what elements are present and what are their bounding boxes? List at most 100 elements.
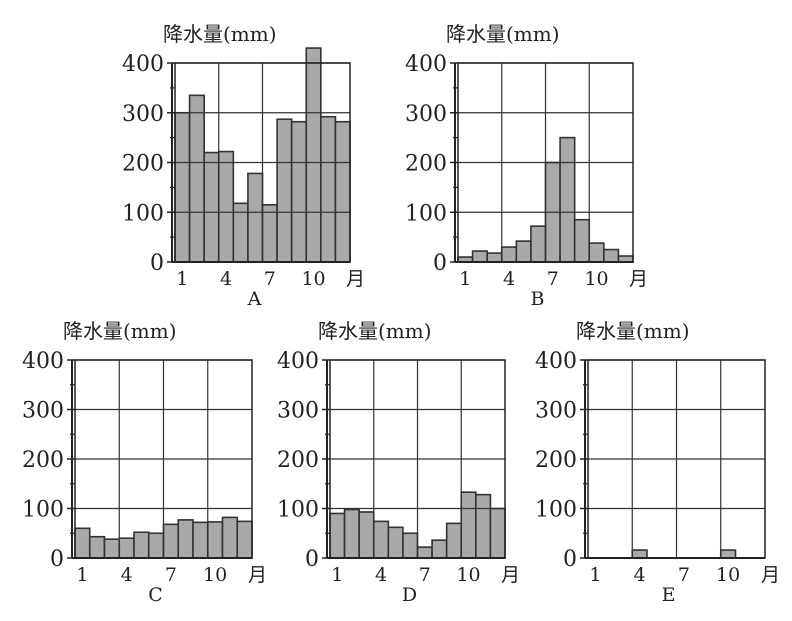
chart-E: 0 100 200 300 400 1 4 7 10 月 降水量(mm) E (535, 319, 780, 606)
bar-month-9 (573, 218, 591, 263)
x-tick-label: 1 (76, 564, 88, 586)
panel-label: C (148, 584, 163, 606)
bar-month-2 (88, 535, 106, 559)
x-unit-label: 月 (501, 564, 520, 586)
bar-month-3 (358, 511, 375, 559)
y-tick-label: 0 (305, 547, 319, 572)
x-unit-label: 月 (629, 268, 648, 290)
y-tick-label: 200 (22, 448, 64, 473)
y-tick-label: 100 (277, 498, 319, 523)
y-tick-label: 200 (535, 448, 577, 473)
bar-month-12 (236, 520, 253, 559)
bar-month-2 (188, 94, 205, 263)
chart-C: 0 100 200 300 400 1 4 7 10 月 降水量(mm) C (22, 319, 267, 606)
x-tick-label: 10 (716, 564, 740, 586)
bar-month-7 (261, 203, 278, 263)
bar-month-6 (402, 532, 419, 559)
y-tick-label: 200 (122, 152, 164, 177)
chart-title: 降水量(mm) (318, 319, 432, 343)
x-unit-label: 月 (761, 564, 780, 586)
y-tick-label: 0 (150, 251, 164, 276)
bar-month-8 (559, 136, 576, 263)
x-tick-label: 10 (203, 564, 227, 586)
y-tick-label: 100 (122, 201, 164, 226)
bar-month-1 (174, 111, 191, 263)
y-tick-label: 400 (277, 349, 319, 374)
bar-month-6 (530, 225, 547, 263)
y-tick-label: 0 (50, 547, 64, 572)
x-tick-label: 4 (121, 564, 133, 586)
x-tick-label: 4 (503, 268, 515, 290)
bar-month-12 (334, 120, 351, 263)
x-tick-label: 7 (678, 564, 690, 586)
y-tick-label: 400 (535, 349, 577, 374)
y-tick-label: 200 (405, 152, 447, 177)
chart-D: 0 100 200 300 400 1 4 7 10 月 降水量(mm) D (277, 319, 520, 606)
x-tick-label: 4 (634, 564, 646, 586)
y-tick-label: 300 (22, 399, 64, 424)
x-tick-label: 1 (331, 564, 343, 586)
chart-title: 降水量(mm) (576, 319, 690, 343)
x-unit-label: 月 (248, 564, 267, 586)
panel-label: B (531, 288, 545, 310)
bar-month-10 (460, 491, 477, 559)
y-tick-label: 400 (22, 349, 64, 374)
x-tick-label: 10 (456, 564, 480, 586)
bar-month-10 (588, 242, 605, 263)
x-tick-label: 7 (264, 268, 276, 290)
x-tick-label: 4 (220, 268, 232, 290)
y-tick-label: 0 (433, 251, 447, 276)
chart-A: 0 100 200 300 400 1 4 7 10 月 降水量(mm) A (122, 22, 365, 310)
x-unit-label: 月 (346, 268, 365, 290)
chart-title: 降水量(mm) (446, 22, 560, 46)
y-tick-label: 300 (405, 102, 447, 127)
bar-month-12 (489, 507, 506, 559)
bar-month-11 (221, 516, 239, 559)
bar-month-2 (343, 508, 360, 559)
x-tick-label: 10 (301, 268, 325, 290)
x-tick-label: 1 (589, 564, 601, 586)
bar-month-6 (247, 172, 264, 263)
x-tick-label: 1 (176, 268, 188, 290)
y-tick-label: 300 (122, 102, 164, 127)
bar-month-11 (320, 115, 337, 263)
bar-month-2 (471, 250, 488, 263)
y-tick-label: 300 (277, 399, 319, 424)
bar-month-8 (431, 539, 448, 559)
bar-month-6 (147, 532, 165, 559)
bar-month-5 (387, 526, 404, 559)
bar-month-5 (133, 531, 150, 559)
chart-B: 0 100 200 300 400 1 4 7 10 月 降水量(mm) B (405, 22, 648, 310)
y-tick-label: 200 (277, 448, 319, 473)
bar-month-9 (445, 522, 463, 559)
bar-month-8 (276, 118, 293, 263)
bar-month-7 (162, 523, 180, 559)
panel-label: D (402, 584, 417, 606)
bar-month-11 (475, 493, 492, 559)
y-tick-label: 400 (405, 52, 447, 77)
chart-title: 降水量(mm) (63, 319, 177, 343)
x-tick-label: 7 (165, 564, 177, 586)
bar-month-9 (192, 521, 209, 559)
bar-month-4 (217, 150, 235, 263)
bar-month-1 (329, 512, 346, 559)
bar-month-4 (500, 246, 518, 263)
panel-label: E (662, 584, 676, 606)
panel-label: A (247, 288, 262, 310)
y-tick-label: 100 (405, 201, 447, 226)
bar-month-4 (372, 520, 390, 559)
x-tick-label: 10 (584, 268, 608, 290)
x-tick-label: 7 (419, 564, 431, 586)
bar-month-3 (486, 252, 503, 263)
x-tick-label: 7 (547, 268, 559, 290)
bar-month-3 (103, 538, 121, 559)
x-tick-label: 4 (375, 564, 387, 586)
bar-month-8 (177, 519, 194, 559)
bar-month-3 (203, 151, 220, 263)
bar-month-5 (515, 240, 532, 263)
bar-month-9 (290, 120, 308, 263)
bar-month-7 (416, 546, 433, 559)
bar-month-10 (305, 47, 322, 263)
y-tick-label: 400 (122, 52, 164, 77)
